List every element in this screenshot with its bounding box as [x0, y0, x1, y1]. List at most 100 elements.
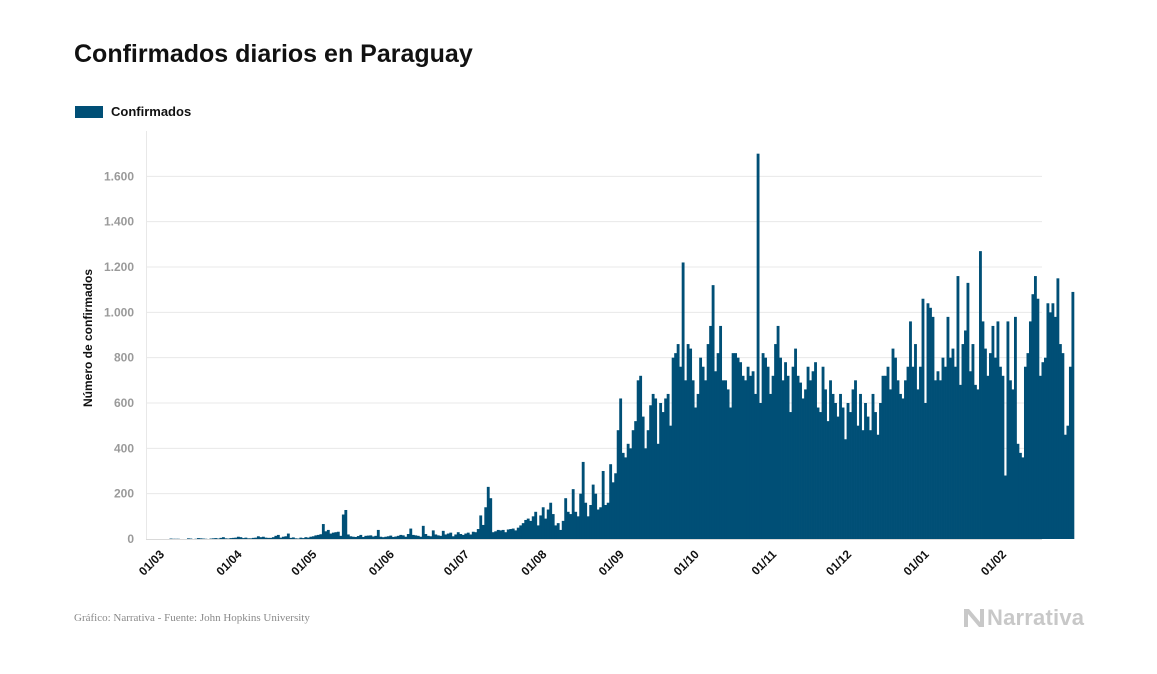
- bar-series: [169, 153, 1075, 540]
- bar: [696, 393, 700, 539]
- bar: [321, 524, 325, 539]
- bar: [724, 380, 728, 539]
- bar: [699, 357, 703, 539]
- x-tick-label: 01/10: [671, 547, 702, 578]
- bar: [774, 344, 777, 539]
- bar: [811, 371, 815, 539]
- bar: [829, 380, 832, 539]
- bar: [516, 527, 520, 539]
- bar: [234, 537, 238, 539]
- bar: [479, 515, 483, 539]
- bar: [396, 535, 400, 539]
- bar: [796, 375, 800, 539]
- bar: [926, 303, 930, 539]
- bar: [969, 371, 972, 539]
- bar: [379, 536, 383, 539]
- bar: [249, 538, 253, 539]
- bar: [809, 380, 812, 539]
- bar: [346, 534, 350, 539]
- bar: [419, 536, 423, 539]
- bar: [1046, 303, 1050, 539]
- bar: [1031, 294, 1035, 539]
- bar: [236, 536, 240, 539]
- bar: [876, 434, 880, 539]
- bar: [676, 344, 680, 539]
- bar: [589, 505, 593, 539]
- bar: [291, 537, 295, 539]
- bar: [269, 537, 273, 539]
- bar: [546, 509, 550, 539]
- bar: [474, 532, 478, 539]
- bar: [859, 393, 862, 539]
- bar: [256, 536, 260, 539]
- bar: [611, 482, 615, 539]
- bar: [1009, 380, 1012, 539]
- bar: [654, 398, 658, 539]
- bar: [614, 473, 618, 539]
- bar: [656, 443, 660, 539]
- bar: [831, 393, 835, 539]
- bar: [304, 537, 308, 539]
- bar: [294, 538, 298, 539]
- bar: [871, 393, 875, 539]
- bar: [1014, 316, 1017, 539]
- bar: [706, 344, 710, 539]
- bar: [436, 535, 440, 539]
- bar: [341, 514, 345, 539]
- bar: [959, 384, 962, 539]
- bar: [539, 515, 543, 539]
- bar: [1061, 353, 1065, 539]
- bar: [199, 538, 203, 539]
- bar: [1068, 366, 1072, 539]
- bar: [679, 366, 683, 539]
- bar: [966, 282, 970, 539]
- bar: [591, 484, 595, 539]
- bar: [946, 316, 950, 539]
- bar: [454, 534, 458, 539]
- bar: [746, 366, 750, 539]
- bar: [899, 393, 902, 539]
- x-tick-label: 01/11: [749, 547, 780, 578]
- bar: [469, 534, 473, 539]
- bar: [729, 407, 733, 539]
- bar: [954, 366, 957, 539]
- bar: [441, 530, 445, 539]
- bar: [371, 536, 375, 539]
- bar: [466, 532, 470, 539]
- x-tick-label: 01/12: [823, 547, 854, 578]
- bar: [344, 509, 348, 539]
- y-tick-label: 0: [127, 532, 134, 546]
- bar: [451, 536, 455, 539]
- bar: [274, 535, 278, 539]
- bar: [621, 452, 625, 539]
- bar: [354, 536, 358, 539]
- bar: [494, 531, 498, 539]
- bar: [519, 525, 523, 539]
- bar: [836, 416, 840, 539]
- bar: [711, 285, 715, 539]
- bar: [1001, 375, 1005, 539]
- bar: [819, 412, 822, 539]
- bar: [651, 393, 655, 539]
- bar: [659, 403, 663, 539]
- bar: [476, 529, 480, 539]
- bar: [784, 362, 787, 539]
- bar: [619, 398, 623, 539]
- bar: [456, 532, 460, 539]
- x-tick-label: 01/03: [136, 547, 167, 578]
- bar: [386, 536, 390, 539]
- bar: [961, 344, 965, 539]
- bar: [694, 407, 698, 539]
- bar: [514, 530, 518, 539]
- bar: [641, 416, 645, 539]
- bar: [531, 516, 535, 539]
- bar: [789, 412, 792, 539]
- bar: [484, 507, 488, 539]
- bar: [259, 537, 263, 539]
- bar: [584, 502, 588, 539]
- x-tick-label: 01/06: [366, 547, 397, 578]
- x-tick-label: 01/05: [288, 547, 319, 578]
- bar: [661, 412, 665, 539]
- bar: [726, 389, 730, 539]
- bar: [869, 430, 872, 539]
